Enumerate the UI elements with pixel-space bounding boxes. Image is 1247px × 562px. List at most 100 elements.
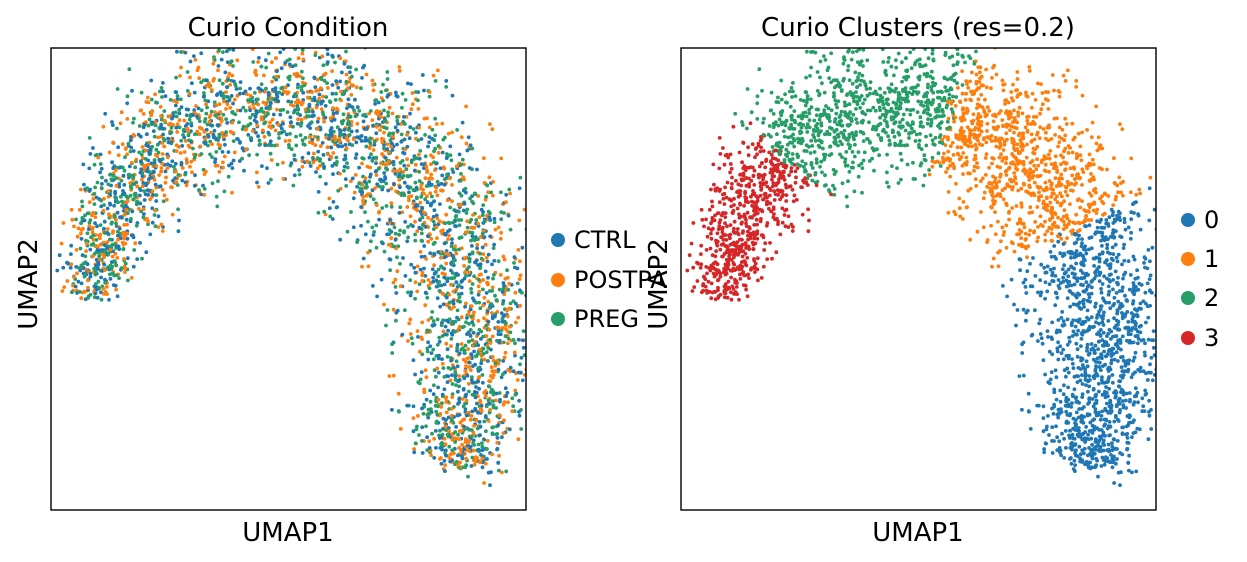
scatter-point	[518, 303, 522, 308]
scatter-point	[440, 173, 445, 178]
scatter-point	[268, 120, 272, 125]
scatter-point	[904, 77, 909, 82]
scatter-point	[346, 86, 350, 91]
scatter-point	[949, 107, 954, 112]
scatter-point	[391, 159, 396, 164]
scatter-point	[402, 151, 407, 156]
scatter-point	[241, 91, 246, 96]
scatter-point	[458, 178, 463, 183]
scatter-point	[184, 107, 189, 112]
scatter-point	[483, 415, 488, 419]
scatter-point	[414, 130, 418, 135]
scatter-point	[1042, 450, 1047, 455]
scatter-point	[478, 235, 483, 239]
scatter-point	[99, 204, 104, 209]
scatter-point	[197, 119, 202, 123]
scatter-point	[1060, 310, 1065, 314]
scatter-point	[205, 105, 210, 110]
scatter-point	[1078, 205, 1083, 210]
scatter-point	[451, 170, 456, 175]
scatter-point	[483, 242, 488, 247]
scatter-point	[770, 145, 775, 149]
scatter-point	[484, 291, 489, 295]
scatter-point	[744, 287, 748, 292]
scatter-point	[274, 56, 278, 61]
scatter-point	[745, 294, 750, 299]
scatter-point	[890, 164, 894, 169]
scatter-point	[102, 262, 107, 267]
scatter-point	[1120, 289, 1125, 293]
scatter-point	[499, 311, 504, 315]
scatter-point	[456, 218, 461, 222]
scatter-point	[517, 218, 522, 223]
scatter-point	[562, 293, 566, 297]
scatter-point	[211, 61, 216, 66]
scatter-point	[1075, 354, 1080, 359]
scatter-point	[462, 324, 466, 329]
scatter-point	[398, 205, 403, 210]
scatter-point	[266, 51, 271, 56]
scatter-point	[187, 117, 192, 122]
scatter-point	[90, 227, 95, 232]
scatter-point	[921, 124, 925, 129]
scatter-point	[91, 197, 96, 201]
scatter-point	[423, 197, 428, 202]
scatter-point	[1124, 398, 1128, 403]
scatter-point	[1080, 130, 1084, 135]
scatter-point	[1131, 359, 1136, 363]
scatter-point	[114, 183, 119, 188]
scatter-point	[55, 268, 60, 273]
scatter-point	[417, 125, 421, 130]
scatter-point	[488, 374, 493, 378]
scatter-point	[381, 241, 385, 246]
scatter-point	[360, 161, 364, 166]
scatter-point	[220, 81, 225, 86]
chart-title: Curio Clusters (res=0.2)	[761, 13, 1075, 43]
scatter-point	[117, 276, 121, 280]
scatter-point	[394, 93, 399, 98]
scatter-point	[79, 228, 84, 232]
scatter-point	[233, 82, 238, 86]
scatter-point	[715, 231, 720, 236]
scatter-point	[248, 115, 253, 120]
scatter-point	[443, 251, 448, 256]
scatter-point	[113, 191, 117, 196]
scatter-point	[845, 92, 850, 96]
scatter-point	[979, 210, 983, 214]
scatter-point	[61, 265, 66, 270]
scatter-point	[248, 86, 252, 91]
scatter-point	[1019, 201, 1024, 206]
scatter-point	[448, 153, 453, 158]
scatter-point	[407, 198, 411, 203]
scatter-point	[464, 392, 468, 397]
scatter-point	[1146, 315, 1151, 320]
scatter-point	[406, 163, 411, 168]
scatter-point	[449, 307, 453, 311]
scatter-point	[336, 188, 341, 193]
scatter-point	[450, 382, 455, 386]
scatter-point	[318, 174, 322, 179]
scatter-point	[440, 441, 444, 445]
scatter-point	[763, 165, 768, 170]
scatter-point	[512, 350, 517, 355]
scatter-point	[408, 111, 412, 116]
scatter-point	[328, 99, 332, 104]
scatter-point	[911, 177, 916, 181]
scatter-point	[1121, 246, 1126, 251]
scatter-point	[1059, 453, 1063, 458]
scatter-point	[385, 308, 390, 312]
scatter-point	[490, 452, 495, 457]
scatter-point	[1172, 347, 1176, 351]
scatter-point	[450, 418, 454, 423]
scatter-point	[474, 385, 478, 389]
scatter-point	[532, 333, 536, 337]
scatter-point	[490, 431, 495, 436]
scatter-point	[95, 180, 100, 185]
scatter-point	[505, 390, 510, 395]
scatter-point	[227, 96, 232, 100]
scatter-point	[228, 83, 233, 87]
scatter-point	[434, 374, 438, 379]
scatter-point	[446, 415, 451, 420]
scatter-point	[281, 48, 286, 51]
scatter-point	[405, 184, 410, 189]
